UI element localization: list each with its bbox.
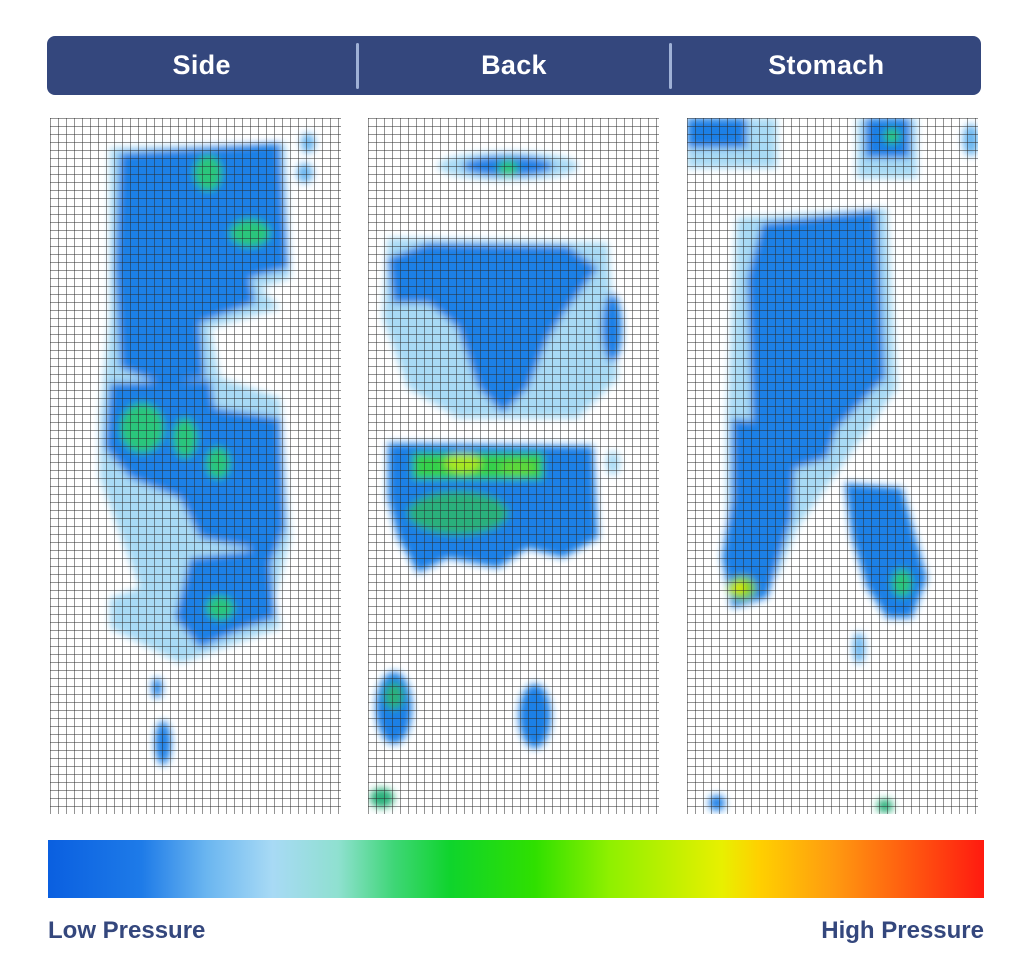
tab-back[interactable]: Back: [481, 50, 547, 80]
back-grid: [368, 118, 659, 814]
tab-stomach[interactable]: Stomach: [768, 50, 885, 80]
stomach-grid: [687, 118, 978, 814]
low-pressure-label: Low Pressure: [48, 917, 206, 944]
tab-divider: [356, 42, 360, 89]
heatmap-stomach: [687, 118, 978, 814]
tab-divider: [668, 42, 672, 89]
heatmap-side: [50, 118, 341, 814]
heatmap-back: [368, 118, 659, 814]
high-pressure-label: High Pressure: [821, 917, 984, 944]
tab-side[interactable]: Side: [172, 50, 231, 80]
pressure-color-scale: [48, 840, 984, 898]
position-tab-bar: Side Back Stomach: [47, 36, 981, 95]
side-grid: [50, 118, 341, 814]
